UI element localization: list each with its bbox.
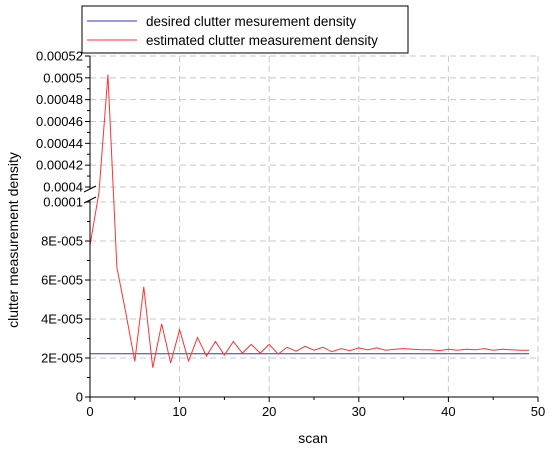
axis-break-mark <box>83 196 97 204</box>
y-tick-label: 0.00052 <box>36 49 83 64</box>
y-tick-label: 8E-005 <box>41 234 83 249</box>
y-tick-label: 0.00044 <box>36 136 83 151</box>
x-tick-label: 20 <box>262 404 276 419</box>
y-axis-label: clutter measurement density <box>5 152 21 328</box>
axes: 0 10 20 30 40 50 0 2E-005 4E-005 6E-005 8E-005 0.00… <box>36 49 545 420</box>
legend: desired clutter mesurement density estima… <box>81 5 409 54</box>
y-tick-label: 0 <box>76 390 83 405</box>
y-tick-label: 2E-005 <box>41 351 83 366</box>
x-tick-label: 30 <box>352 404 366 419</box>
x-tick-label: 0 <box>86 404 93 419</box>
series-line <box>89 74 530 368</box>
legend-label: estimated clutter measurement density <box>146 33 378 48</box>
y-tick-label: 0.0001 <box>43 195 83 210</box>
axis-break-mark <box>83 185 97 193</box>
y-tick-label: 6E-005 <box>41 273 83 288</box>
y-tick-label: 0.0004 <box>43 180 83 195</box>
legend-box <box>81 5 409 54</box>
legend-label: desired clutter mesurement density <box>146 14 356 29</box>
x-axis-label: scan <box>298 430 328 446</box>
y-tick-label: 0.0005 <box>43 70 83 85</box>
y-tick-label: 0.00048 <box>36 92 83 107</box>
y-tick-label: 4E-005 <box>41 312 83 327</box>
x-tick-label: 40 <box>441 404 455 419</box>
y-tick-label: 0.00046 <box>36 114 83 129</box>
x-tick-label: 50 <box>531 404 545 419</box>
x-tick-label: 10 <box>172 404 186 419</box>
y-tick-label: 0.00042 <box>36 158 83 173</box>
grid <box>90 55 539 397</box>
series-layer <box>89 74 530 368</box>
